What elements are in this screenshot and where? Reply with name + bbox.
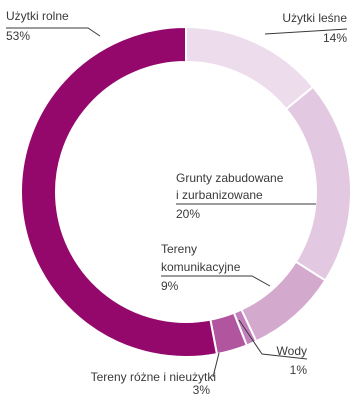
slice-labels: Użytki leśne 14% Grunty zabudowane i zurban…: [6, 9, 347, 394]
category-label-2: Tereny: [161, 242, 197, 256]
category-label-2: komunikacyjne: [161, 260, 241, 274]
leader-lines: [6, 27, 348, 378]
category-label-1: Grunty zabudowane: [176, 171, 284, 185]
slice-5: [20, 25, 219, 358]
category-label-0: Użytki leśne: [282, 11, 347, 25]
value-label-2: 9%: [161, 279, 179, 293]
slice-0: [185, 25, 315, 111]
value-label-4: 3%: [193, 383, 211, 394]
leader-line-4: [212, 352, 220, 378]
leader-line-0: [264, 28, 348, 35]
value-label-5: 53%: [6, 29, 30, 43]
donut-slices: [20, 25, 350, 358]
slice-2: [240, 260, 327, 343]
value-label-3: 1%: [290, 363, 308, 377]
leader-line-2: [161, 275, 271, 287]
category-label-1: i zurbanizowane: [176, 188, 263, 202]
leader-line-5: [6, 27, 101, 37]
slice-1: [284, 85, 350, 282]
category-label-3: Wody: [277, 344, 307, 358]
value-label-1: 20%: [176, 207, 200, 221]
leader-line-3: [238, 319, 308, 360]
category-label-5: Użytki rolne: [6, 9, 69, 23]
category-label-4: Tereny różne i nieużytki: [91, 370, 216, 384]
value-label-0: 14%: [323, 31, 347, 45]
